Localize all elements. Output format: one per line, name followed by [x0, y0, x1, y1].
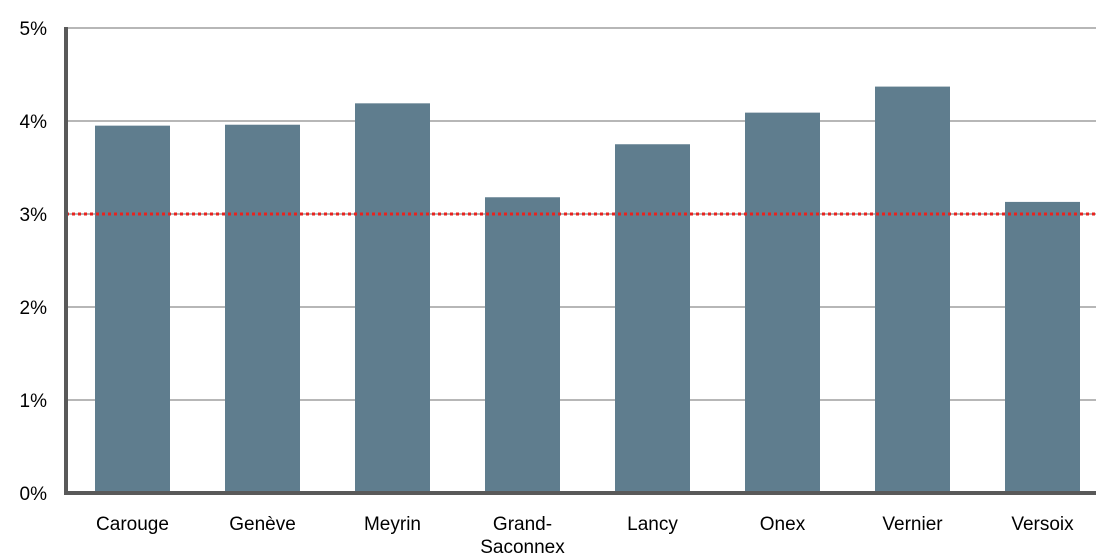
bar: [745, 112, 820, 493]
y-tick-label: 3%: [20, 205, 48, 226]
x-tick-label: Meyrin: [364, 514, 421, 535]
x-tick-label: Grand-Saconnex: [480, 514, 565, 558]
x-tick-label-line: Lancy: [627, 514, 678, 535]
bar: [485, 197, 560, 493]
x-tick-label: Lancy: [627, 514, 678, 535]
x-tick-label: Vernier: [882, 514, 943, 535]
x-tick-label-line: Genève: [229, 514, 296, 535]
y-tick-labels: 0% 1% 2% 3% 4% 5%: [20, 19, 48, 505]
y-tick-label: 0%: [20, 484, 48, 505]
x-tick-label-line: Carouge: [96, 514, 169, 535]
x-tick-label-line: Grand-: [493, 514, 552, 535]
bar: [615, 144, 690, 493]
y-tick-label: 4%: [20, 112, 48, 133]
x-tick-label-line: Saconnex: [480, 537, 565, 558]
bar: [95, 125, 170, 494]
y-tick-label: 1%: [20, 391, 48, 412]
x-tick-labels: Carouge Genève Meyrin Grand-Saconnex Lancy On…: [96, 514, 1074, 558]
axes: [64, 27, 1096, 495]
y-tick-label: 2%: [20, 298, 48, 319]
x-tick-label: Versoix: [1011, 514, 1074, 535]
y-tick-label: 5%: [20, 19, 48, 40]
bar: [225, 124, 300, 493]
x-tick-label: Onex: [760, 514, 806, 535]
bar: [1005, 201, 1080, 493]
bar: [875, 86, 950, 493]
bars: [95, 86, 1080, 494]
bar: [355, 103, 430, 493]
x-tick-label-line: Versoix: [1011, 514, 1074, 535]
x-tick-label-line: Onex: [760, 514, 806, 535]
x-tick-label-line: Meyrin: [364, 514, 421, 535]
x-tick-label: Carouge: [96, 514, 169, 535]
x-tick-label: Genève: [229, 514, 296, 535]
x-tick-label-line: Vernier: [882, 514, 943, 535]
